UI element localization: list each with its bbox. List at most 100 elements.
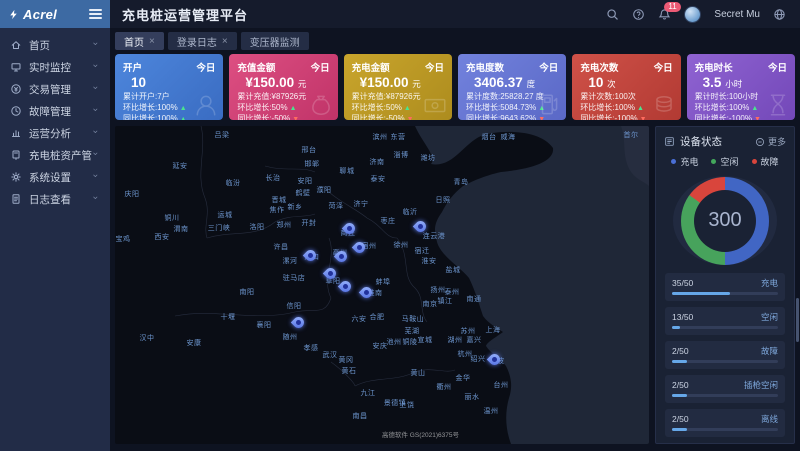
map-city-label: 汉中 <box>139 335 155 342</box>
app-header: Acrel 充电桩运营管理平台 11 Secret Mu <box>0 0 800 28</box>
menu-toggle-icon[interactable] <box>89 7 102 21</box>
hourglass-icon <box>765 92 791 118</box>
tab-变压器监测[interactable]: 变压器监测 <box>240 32 309 50</box>
notification-count-badge: 11 <box>664 1 681 12</box>
home-icon <box>10 39 22 51</box>
tab-close-icon[interactable]: × <box>221 35 228 47</box>
legend-item-充电[interactable]: 充电 <box>671 155 698 168</box>
tab-label: 登录日志 <box>176 37 217 49</box>
brand-text: Acrel <box>23 6 58 22</box>
tab-close-icon[interactable]: × <box>149 35 155 47</box>
map-city-label: 枣庄 <box>380 218 396 225</box>
sidebar-item-实时监控[interactable]: 实时监控 <box>0 56 110 78</box>
map-city-label: 衢州 <box>436 384 452 391</box>
stat-card-充电时长: 充电时长 今日 3.5 小时 累计时长:100小时 环比增长:100% ▲ 同比增长:-10… <box>686 54 795 120</box>
map-city-label: 苏州 <box>460 328 476 335</box>
trade-icon <box>10 83 22 95</box>
sidebar-item-label: 运营分析 <box>29 127 71 140</box>
user-name[interactable]: Secret Mu <box>714 8 760 20</box>
trend-down-icon: ▼ <box>639 116 647 120</box>
more-button[interactable]: 更多 <box>755 135 786 148</box>
card-title: 充电时长 <box>694 63 733 74</box>
tab-首页[interactable]: 首页 × <box>115 32 164 50</box>
map-city-label: 东营 <box>390 134 406 141</box>
card-stat-line: 环比增长:100% ▲ <box>123 102 187 112</box>
map-city-label: 威海 <box>500 134 516 141</box>
card-stat-line: 环比增长:5084.73% ▲ <box>465 102 546 112</box>
trend-up-icon: ▲ <box>179 116 187 120</box>
map-city-label: 庆阳 <box>124 191 140 198</box>
map-city-label: 首尔 <box>623 132 639 139</box>
card-badge: 今日 <box>424 63 444 74</box>
status-bar-充电: 35/50 充电 <box>665 273 785 301</box>
sidebar-item-日志查看[interactable]: 日志查看 <box>0 188 110 210</box>
chevron-down-icon <box>92 63 100 71</box>
card-stat-line: 环比增长:100% ▲ <box>580 102 644 112</box>
card-stat-line: 同比增长:9643.62% ▼ <box>466 114 558 120</box>
card-stat-line: 环比增长:100% ▲ <box>694 102 759 112</box>
map-city-label: 上海 <box>485 327 501 334</box>
tab-登录日志[interactable]: 登录日志 × <box>167 32 237 50</box>
card-title: 充电次数 <box>580 63 619 74</box>
sidebar-item-label: 系统设置 <box>29 171 71 184</box>
trend-down-icon: ▼ <box>538 116 546 120</box>
map-city-label: 济宁 <box>353 201 369 208</box>
donut-chart: 300 <box>673 176 777 265</box>
bar-label: 空闲 <box>760 312 778 322</box>
card-badge: 今日 <box>653 63 673 74</box>
search-icon[interactable] <box>606 8 619 21</box>
sidebar-item-label: 首页 <box>29 39 50 52</box>
sidebar-item-充电桩资产管理[interactable]: 充电桩资产管理 <box>0 144 110 166</box>
page-scrollbar-thumb[interactable] <box>796 298 799 342</box>
card-title: 充电度数 <box>465 63 504 74</box>
china-map-panel[interactable]: 吕梁 邢台 邯郸 安阳 鹤壁 濮阳 聊城 济南 滨州 东营 淄博 潍坊 烟台 威海 青岛 泰安 济宁 菏泽 日照 临沂… <box>115 126 649 444</box>
map-city-label: 六安 <box>351 316 367 323</box>
sidebar-item-运营分析[interactable]: 运营分析 <box>0 122 110 144</box>
sidebar-item-故障管理[interactable]: 故障管理 <box>0 100 110 122</box>
card-stat-line: 累计充值:¥87926元 <box>237 92 307 101</box>
map-city-label: 南昌 <box>352 413 368 420</box>
map-city-label: 湖州 <box>447 337 463 344</box>
map-city-label: 十堰 <box>220 314 236 321</box>
map-city-label: 温州 <box>483 408 499 415</box>
map-city-label: 邢台 <box>301 147 317 154</box>
map-city-label: 郑州 <box>276 222 292 229</box>
sidebar-item-首页[interactable]: 首页 <box>0 34 110 56</box>
map-city-label: 孝感 <box>303 345 319 352</box>
notifications-bell-icon[interactable]: 11 <box>658 1 681 21</box>
map-city-label: 濮阳 <box>316 187 332 194</box>
user-avatar[interactable] <box>684 5 702 23</box>
card-badge: 今日 <box>310 63 330 74</box>
fault-icon <box>10 105 22 117</box>
card-stat-line: 同比增长:-100% ▼ <box>580 114 672 120</box>
charger-icon <box>536 92 562 118</box>
card-value: 3.5 小时 <box>702 75 743 90</box>
brand-logo[interactable]: Acrel <box>0 0 110 28</box>
card-stat-line: 累计次数:100次 <box>580 92 636 101</box>
card-stat-line: 累计开户:7户 <box>123 92 170 101</box>
map-city-label: 随州 <box>282 334 298 341</box>
tab-bar: 首页 × 登录日志 × 变压器监测 <box>115 32 795 50</box>
card-stat-line: 同比增长:-50% ▼ <box>237 114 329 120</box>
chevron-down-icon <box>92 173 100 181</box>
map-city-label: 泰安 <box>370 176 386 183</box>
sidebar-item-交易管理[interactable]: 交易管理 <box>0 78 110 100</box>
stat-card-充电度数: 充电度数 今日 3406.37 度累计度数:25828.27 度环比增长:5084.… <box>457 54 567 120</box>
bar-value: 13/50 <box>672 312 694 322</box>
map-city-label: 丽水 <box>464 394 480 401</box>
sidebar-item-系统设置[interactable]: 系统设置 <box>0 166 110 188</box>
map-city-label: 南阳 <box>239 289 255 296</box>
map-city-label: 宿州 <box>361 243 377 250</box>
map-city-label: 徐州 <box>393 242 409 249</box>
language-globe-icon[interactable] <box>773 8 786 21</box>
bar-value: 35/50 <box>672 278 694 288</box>
chevron-down-icon <box>92 85 100 93</box>
map-city-label: 潍坊 <box>420 155 436 162</box>
legend-item-故障[interactable]: 故障 <box>751 155 779 168</box>
stat-card-充值金额: 充值金额 今日 ¥150.00 元累计充值:¥87926元 环比增长:50% ▲ 同比增长… <box>229 54 338 120</box>
legend-item-空闲[interactable]: 空闲 <box>711 155 739 168</box>
trend-down-icon: ▼ <box>754 116 761 120</box>
help-icon[interactable] <box>632 8 645 21</box>
map-city-label: 运城 <box>217 212 233 219</box>
